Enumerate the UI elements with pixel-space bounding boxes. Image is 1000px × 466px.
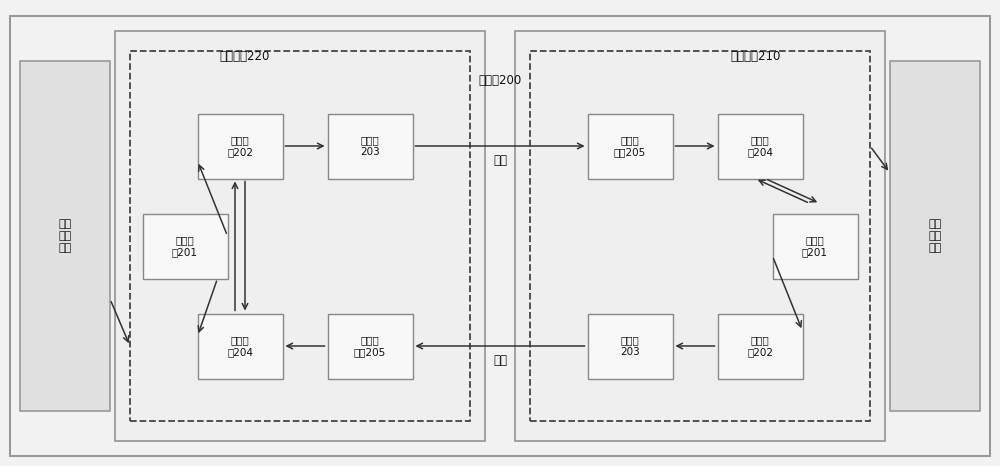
Text: 光电探
测器205: 光电探 测器205 xyxy=(354,335,386,357)
Bar xyxy=(718,314,802,378)
Text: 控制芯
片202: 控制芯 片202 xyxy=(227,135,253,157)
Bar xyxy=(198,314,283,378)
Text: 光电探
测器205: 光电探 测器205 xyxy=(614,135,646,157)
Bar xyxy=(588,114,672,178)
Bar xyxy=(718,114,802,178)
Text: 光纤: 光纤 xyxy=(493,155,507,167)
Text: 光开关200: 光开关200 xyxy=(478,75,522,88)
Bar xyxy=(115,31,485,441)
Bar xyxy=(20,61,110,411)
Text: 接收芯
片204: 接收芯 片204 xyxy=(747,135,773,157)
Text: 接收芯
片204: 接收芯 片204 xyxy=(227,335,253,357)
Text: 光纤: 光纤 xyxy=(493,355,507,368)
Bar xyxy=(588,314,672,378)
Text: 外网网卡220: 外网网卡220 xyxy=(219,49,270,62)
Text: 内网网卡210: 内网网卡210 xyxy=(730,49,781,62)
Text: 激光器
203: 激光器 203 xyxy=(360,135,380,157)
Text: 内网
通信
端口: 内网 通信 端口 xyxy=(928,219,942,253)
Bar xyxy=(130,51,470,421)
Text: 控制芯
片202: 控制芯 片202 xyxy=(747,335,773,357)
Bar xyxy=(328,314,413,378)
Text: 外网
通信
端口: 外网 通信 端口 xyxy=(58,219,72,253)
Bar xyxy=(328,114,413,178)
Text: 微处理
器201: 微处理 器201 xyxy=(172,235,198,257)
Text: 微处理
器201: 微处理 器201 xyxy=(802,235,828,257)
Bar xyxy=(198,114,283,178)
Text: 激光器
203: 激光器 203 xyxy=(620,335,640,357)
Bar xyxy=(143,213,228,279)
Bar xyxy=(515,31,885,441)
Bar xyxy=(772,213,858,279)
Bar xyxy=(530,51,870,421)
Bar xyxy=(890,61,980,411)
